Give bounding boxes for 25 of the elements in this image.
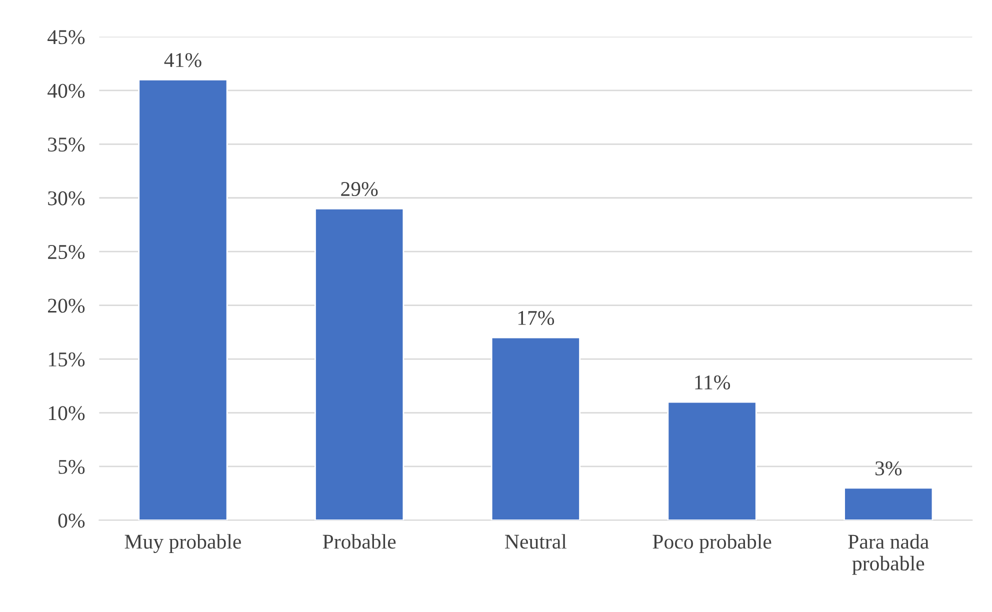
data-label: 3% xyxy=(876,461,902,476)
y-tick-label: 15% xyxy=(48,352,85,367)
data-label: 17% xyxy=(518,310,554,326)
y-tick-label: 35% xyxy=(48,138,85,152)
data-label: 11% xyxy=(695,375,730,390)
x-tick-label: Poco probable xyxy=(652,534,772,553)
x-tick-label: Probable xyxy=(322,534,396,549)
y-tick-label: 45% xyxy=(48,30,85,44)
y-tick-label: 25% xyxy=(48,244,85,260)
x-tick-label: Muy probable xyxy=(124,534,241,554)
bar xyxy=(844,487,934,520)
x-tick-label: Neutral xyxy=(505,534,566,549)
y-tick-label: 10% xyxy=(48,406,85,420)
y-tick-label: 5% xyxy=(58,460,85,474)
x-tick-label: Para nada probable xyxy=(848,534,929,575)
bar xyxy=(667,401,757,520)
bar xyxy=(138,79,228,520)
y-tick-label: 20% xyxy=(48,298,85,313)
y-tick-label: 40% xyxy=(48,84,85,98)
y-tick-label: 30% xyxy=(48,191,85,206)
data-label: 29% xyxy=(341,182,378,196)
bar xyxy=(490,336,580,520)
bar xyxy=(314,208,404,520)
y-tick-label: 0% xyxy=(58,514,85,528)
data-label: 41% xyxy=(164,53,202,68)
